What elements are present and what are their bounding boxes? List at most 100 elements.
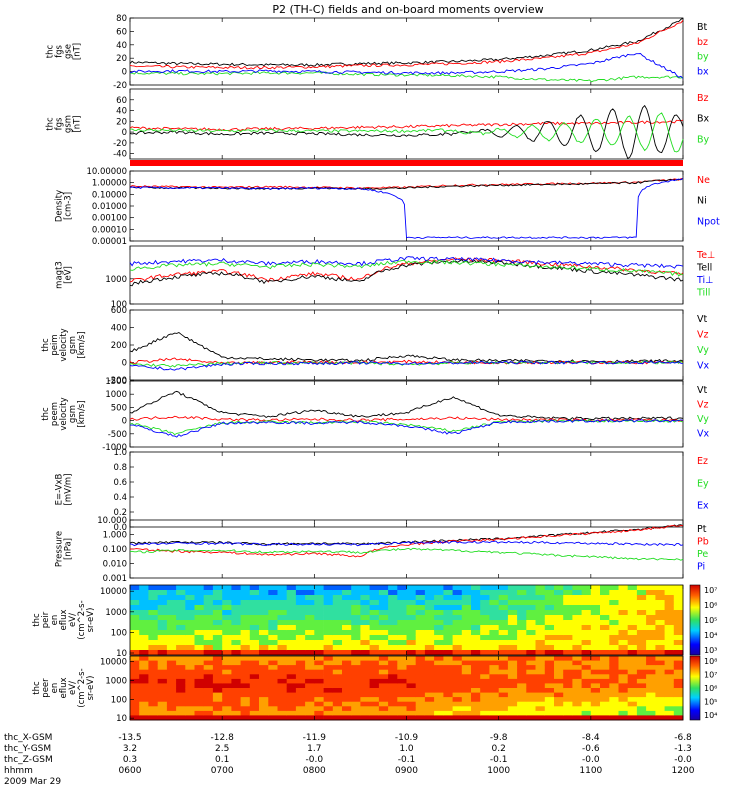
spectrogram-cell [517, 630, 527, 636]
spectrogram-cell [369, 585, 380, 591]
spectrogram-cell [673, 692, 684, 698]
spectrogram-cell [415, 706, 426, 712]
spectrogram-cell [655, 715, 665, 721]
spectrogram-cell [203, 615, 214, 621]
spectrogram-cell [627, 701, 638, 707]
spectrogram-cell [249, 635, 260, 641]
spectrogram-cell [203, 710, 214, 716]
spectrogram-cell [618, 585, 629, 591]
spectrogram-cell [655, 610, 665, 616]
spectrogram-cell [664, 701, 675, 707]
spectrogram-cell [517, 710, 527, 716]
spectrogram-cell [194, 678, 205, 684]
spectrogram-cell [581, 692, 592, 698]
spectrogram-cell [489, 674, 499, 680]
spectrogram-cell [507, 656, 518, 661]
spectrogram-cell [305, 645, 315, 651]
spectrogram-cell [572, 697, 582, 703]
y-axis-label: gsm [68, 405, 78, 423]
y-tick-label: 100 [111, 695, 127, 705]
spectrogram-cell [323, 688, 334, 693]
spectrogram-cell [443, 674, 453, 680]
spectrogram-cell [268, 610, 278, 616]
spectrogram-cell [240, 688, 251, 693]
spectrogram-cell [148, 605, 158, 611]
y-axis-label: fgs [55, 117, 65, 130]
spectrogram-cell [323, 595, 334, 601]
y-tick-label: 10 [116, 649, 127, 659]
spectrogram-cell [424, 640, 435, 646]
spectrogram-cell [185, 625, 195, 631]
spectrogram-cell [259, 683, 269, 689]
spectrogram-cell [240, 610, 251, 616]
spectrogram-cell [305, 706, 315, 712]
spectrogram-cell [655, 615, 665, 621]
spectrogram-cell [157, 715, 168, 721]
time-axis-row-label: hhmm [4, 766, 33, 776]
spectrogram-cell [277, 697, 288, 703]
spectrogram-cell [240, 645, 251, 651]
spectrogram-cell [332, 605, 343, 611]
spectrogram-cell [480, 620, 490, 626]
spectrogram-cell [231, 600, 241, 606]
spectrogram-cell [563, 640, 573, 646]
spectrogram-cell [249, 630, 260, 636]
spectrogram-cell [342, 625, 352, 631]
spectrogram-cell [323, 660, 334, 666]
spectrogram-cell [600, 706, 610, 712]
spectrogram-cell [609, 706, 619, 712]
spectrogram-cell [471, 615, 481, 621]
spectrogram-cell [471, 620, 481, 626]
spectrogram-cell [295, 620, 306, 626]
spectrogram-cell [636, 660, 647, 666]
spectrogram-cell [563, 585, 573, 591]
spectrogram-cell [471, 674, 481, 680]
spectrogram-cell [507, 585, 518, 591]
spectrogram-cell [471, 683, 481, 689]
spectrogram-cell [526, 701, 536, 707]
spectrogram-cell [231, 665, 241, 671]
spectrogram-cell [609, 650, 619, 656]
spectrogram-cell [452, 650, 463, 656]
spectrogram-cell [388, 706, 398, 712]
spectrogram-cell [305, 620, 315, 626]
spectrogram-cell [664, 697, 675, 703]
spectrogram-cell [618, 615, 629, 621]
spectrogram-cell [618, 697, 629, 703]
spectrogram-cell [581, 650, 592, 656]
spectrogram-cell [636, 701, 647, 707]
spectrogram-cell [498, 683, 509, 689]
spectrogram-cell [369, 688, 380, 693]
spectrogram-cell [212, 674, 223, 680]
spectrogram-cell [194, 701, 205, 707]
time-axis-value: -11.9 [303, 733, 327, 743]
spectrogram-cell [461, 610, 472, 616]
spectrogram-cell [268, 595, 278, 601]
spectrogram-cell [305, 701, 315, 707]
spectrogram-cell [305, 595, 315, 601]
spectrogram-cell [590, 590, 601, 596]
spectrogram-cell [388, 635, 398, 641]
spectrogram-cell [397, 620, 407, 626]
spectrogram-cell [535, 650, 546, 656]
spectrogram-cell [572, 645, 582, 651]
spectrogram-cell [434, 615, 444, 621]
spectrogram-cell [443, 683, 453, 689]
spectrogram-cell [489, 610, 499, 616]
spectrogram-cell [627, 645, 638, 651]
spectrogram-cell [166, 635, 177, 641]
spectrogram-cell [406, 650, 417, 656]
spectrogram-cell [240, 656, 251, 661]
spectrogram-cell [369, 590, 380, 596]
spectrogram-cell [507, 692, 518, 698]
panel-frame [129, 170, 684, 242]
spectrogram-cell [581, 640, 592, 646]
spectrogram-cell [351, 590, 361, 596]
y-axis-label: sr-eV) [86, 608, 96, 633]
spectrogram-cell [461, 706, 472, 712]
spectrogram-cell [563, 660, 573, 666]
spectrogram-cell [507, 683, 518, 689]
spectrogram-cell [388, 715, 398, 721]
spectrogram-cell [130, 678, 140, 684]
